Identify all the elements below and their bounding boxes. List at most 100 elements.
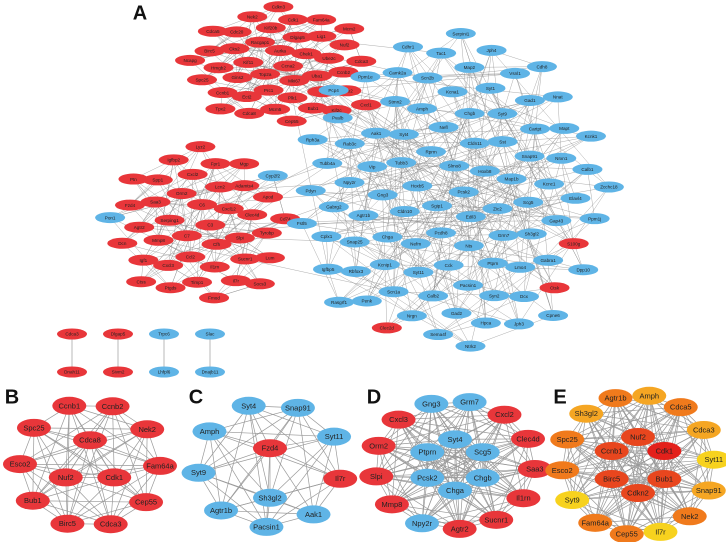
node — [479, 510, 514, 529]
node — [234, 107, 265, 119]
edge — [418, 208, 498, 273]
edge — [354, 241, 469, 286]
node-label: Penk — [362, 299, 373, 304]
node-label: Zic2 — [493, 206, 502, 211]
node-label: Agtr1b — [604, 394, 626, 403]
node-label: Sh3gl2 — [258, 493, 281, 502]
node-label: Rasgrf1 — [331, 300, 348, 305]
node — [647, 442, 682, 460]
node — [15, 491, 50, 510]
node-label: Fzd4 — [262, 444, 279, 453]
node-label: Aurka — [274, 48, 286, 53]
node — [224, 232, 255, 244]
edge — [611, 459, 714, 480]
node-label: Tubb3 — [395, 160, 408, 165]
node-label: Lhfpl6 — [158, 370, 171, 375]
edge — [572, 499, 661, 533]
node-label: Cpne6 — [546, 313, 560, 318]
edge — [313, 436, 335, 515]
node-label: Cartpt — [529, 127, 542, 132]
edge — [349, 135, 592, 183]
node-label: Agtr2 — [451, 524, 469, 533]
node-label: Gad2 — [451, 311, 463, 316]
node-label: Ntrk2 — [465, 344, 476, 349]
node — [438, 430, 472, 449]
node-label: Dpp10 — [576, 267, 590, 272]
node-label: Gng3 — [377, 193, 389, 198]
edge — [167, 193, 182, 266]
edge — [448, 265, 457, 314]
node — [221, 26, 252, 38]
edge — [214, 218, 286, 268]
node-label: Fam64a — [581, 518, 609, 527]
node-label: Sema4f — [430, 332, 447, 337]
edge — [421, 497, 524, 524]
node — [204, 501, 239, 520]
node — [513, 196, 544, 208]
edge — [220, 407, 299, 511]
edge — [407, 46, 453, 92]
edge — [401, 162, 588, 170]
node-label: Clec4d — [516, 434, 539, 443]
node-label: Uba1 — [311, 74, 322, 79]
node-label: Il7r — [233, 278, 240, 283]
node-label: Cldn11 — [468, 141, 483, 146]
edge — [378, 445, 423, 524]
node-label: Lmo4 — [515, 265, 527, 270]
edge — [648, 395, 665, 480]
node — [558, 238, 589, 250]
edge — [279, 50, 293, 98]
node — [453, 279, 484, 291]
node-label: Calb2 — [427, 294, 439, 299]
node-label: Pdyn — [305, 188, 316, 193]
node — [194, 45, 225, 57]
edge — [200, 146, 253, 215]
edge — [387, 236, 439, 335]
node-label: Scg5 — [523, 200, 534, 205]
edge — [495, 438, 529, 520]
node-label: Grm7 — [498, 233, 510, 238]
edge — [236, 31, 266, 75]
node-label: Camk2a — [389, 70, 407, 75]
node — [340, 265, 371, 277]
edge — [266, 478, 341, 528]
edge — [65, 428, 148, 478]
node — [128, 254, 159, 266]
node-label: Kif2c — [331, 108, 342, 113]
node-label: Jph4 — [487, 48, 497, 53]
node-label: Cxcl3 — [162, 263, 174, 268]
node-label: Ccnb1 — [216, 90, 230, 95]
node — [470, 317, 501, 329]
node — [374, 495, 409, 514]
edge — [326, 211, 405, 237]
node-label: Dcn — [118, 241, 127, 246]
node — [249, 517, 284, 536]
node-label: Prc1 — [264, 88, 274, 93]
node — [298, 102, 329, 114]
node-label: Cdca5 — [206, 29, 220, 34]
node-label: Nek2 — [681, 512, 699, 521]
node — [57, 366, 87, 378]
node — [324, 296, 355, 308]
edge — [594, 450, 613, 523]
node — [16, 418, 51, 437]
edge — [201, 204, 215, 267]
edge — [484, 100, 531, 172]
node-label: Cd74 — [280, 216, 291, 221]
node — [334, 177, 365, 189]
node — [482, 203, 513, 215]
node-label: Vip — [369, 164, 376, 169]
node — [229, 180, 260, 192]
node-label: Cdca3 — [100, 520, 122, 529]
node — [103, 366, 133, 378]
node-label: Saa3 — [526, 464, 544, 473]
node — [686, 420, 721, 439]
edge — [594, 398, 616, 523]
edge — [198, 407, 299, 474]
node-label: Clec2d — [380, 326, 395, 331]
edge — [663, 407, 682, 480]
node — [357, 161, 388, 173]
edge — [366, 208, 498, 302]
node — [516, 228, 547, 240]
